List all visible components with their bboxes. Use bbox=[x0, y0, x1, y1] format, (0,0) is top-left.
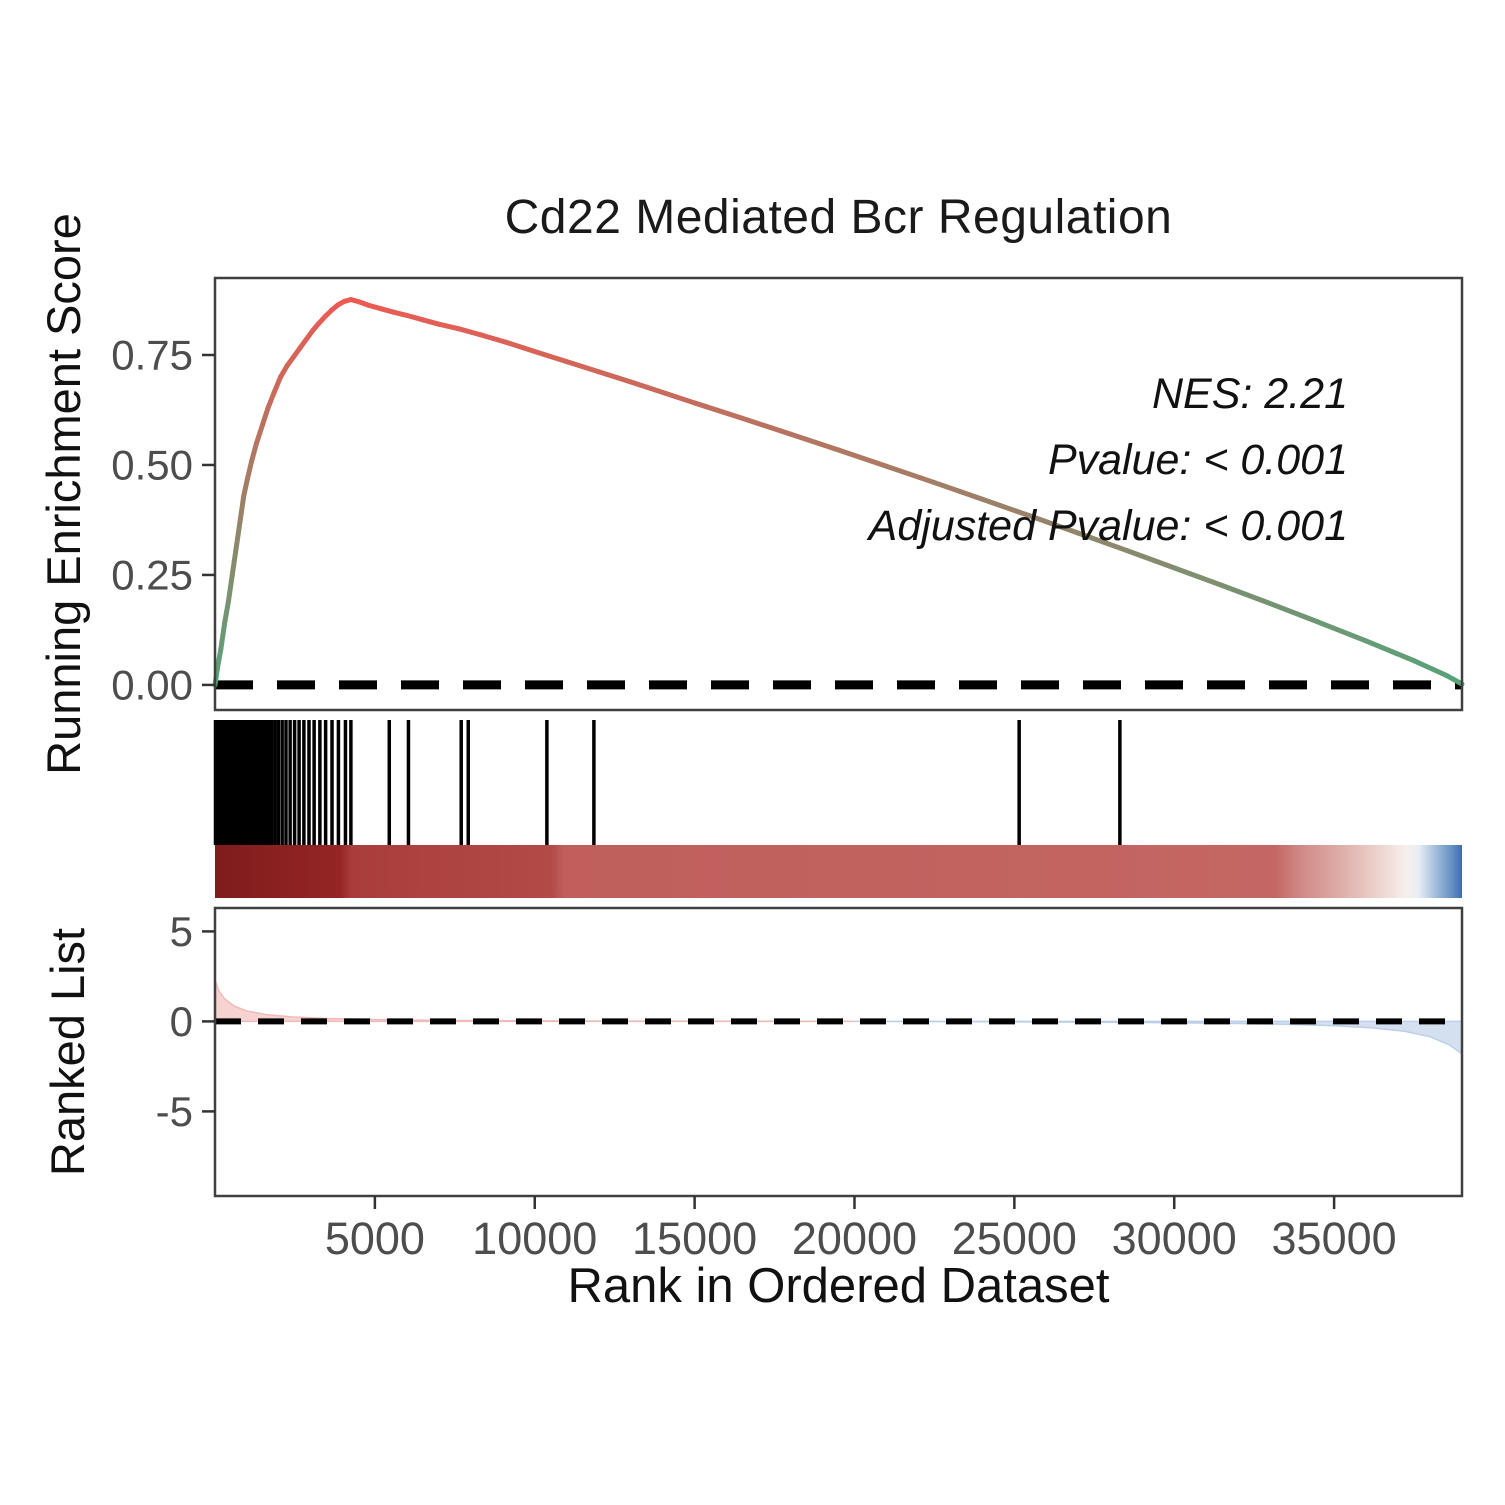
chart-title: Cd22 Mediated Bcr Regulation bbox=[504, 191, 1173, 244]
ranked-list-panel-border bbox=[213, 906, 1464, 1198]
enrichment-curve bbox=[212, 297, 1465, 688]
y-axis-label-enrichment: Running Enrichment Score bbox=[37, 213, 90, 775]
ranked-list-y-tick-label: 0 bbox=[170, 998, 193, 1045]
x-tick-label: 5000 bbox=[325, 1213, 425, 1264]
x-tick-label: 30000 bbox=[1112, 1213, 1237, 1264]
ranked-list-positive-area bbox=[214, 979, 855, 1023]
gene-rug bbox=[213, 720, 1122, 845]
x-tick-label: 20000 bbox=[792, 1213, 917, 1264]
enrichment-y-tick-label: 0.25 bbox=[111, 552, 193, 599]
stats-annotation: NES: 2.21 Pvalue: < 0.001 Adjusted Pvalu… bbox=[869, 362, 1348, 559]
enrichment-y-tick-label: 0.50 bbox=[111, 442, 193, 489]
nes-value: NES: 2.21 bbox=[1152, 370, 1348, 418]
x-tick-label: 35000 bbox=[1272, 1213, 1397, 1264]
ranked-list-y-tick-label: -5 bbox=[156, 1088, 193, 1135]
y-axis-label-ranked-list: Ranked List bbox=[41, 927, 94, 1177]
pvalue-text: Pvalue: < 0.001 bbox=[1047, 435, 1348, 484]
enrichment-panel-border bbox=[213, 276, 1464, 712]
x-tick-label: 10000 bbox=[472, 1213, 597, 1264]
rank-colorbar bbox=[215, 845, 1462, 898]
x-axis-label: Rank in Ordered Dataset bbox=[567, 1259, 1110, 1313]
enrichment-y-tick-label: 0.00 bbox=[111, 662, 193, 709]
x-tick-label: 15000 bbox=[632, 1213, 757, 1264]
ranked-list-negative-area bbox=[854, 1020, 1463, 1056]
x-tick-label: 25000 bbox=[952, 1213, 1077, 1264]
enrichment-y-tick-label: 0.75 bbox=[111, 332, 193, 379]
adjusted-pvalue-text: Adjusted Pvalue: < 0.001 bbox=[868, 501, 1348, 550]
ranked-list-y-tick-label: 5 bbox=[170, 908, 193, 955]
